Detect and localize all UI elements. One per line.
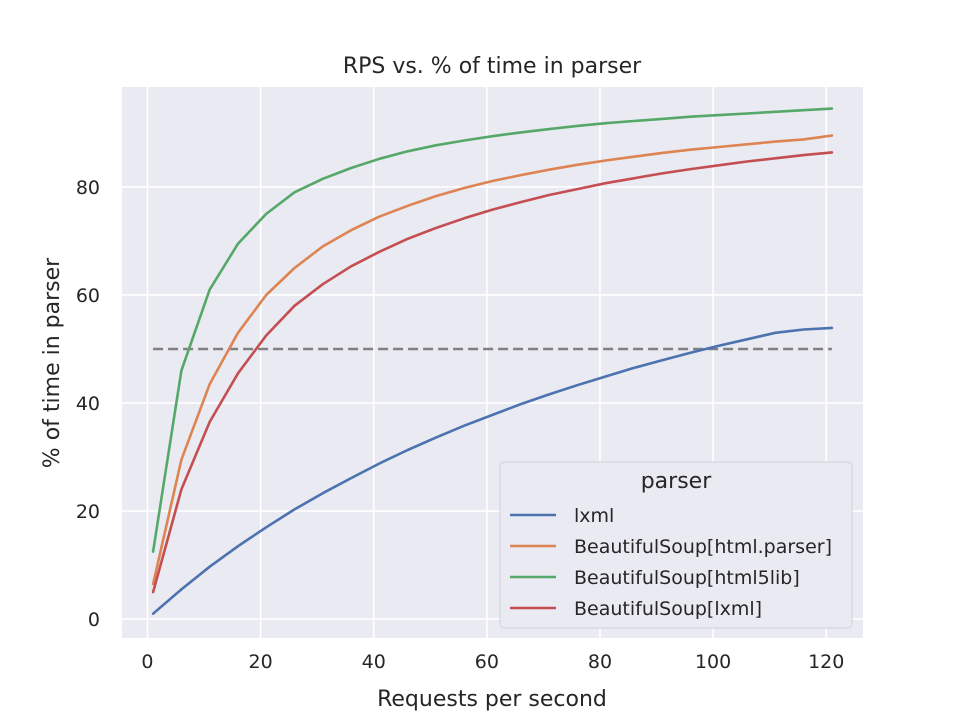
y-tick-label: 0 bbox=[88, 609, 100, 631]
y-tick-label: 60 bbox=[76, 285, 100, 307]
series-lines bbox=[151, 107, 834, 616]
chart-title: RPS vs. % of time in parser bbox=[343, 54, 642, 79]
y-axis-ticks: 0 20 40 60 80 bbox=[76, 177, 100, 631]
x-axis-label: Requests per second bbox=[377, 687, 607, 712]
x-tick-label: 60 bbox=[475, 651, 499, 673]
y-tick-label: 80 bbox=[76, 177, 100, 199]
grid-lines bbox=[122, 87, 863, 638]
x-tick-label: 20 bbox=[248, 651, 272, 673]
x-tick-label: 0 bbox=[141, 651, 153, 673]
series-line bbox=[151, 151, 834, 594]
y-tick-label: 40 bbox=[76, 393, 100, 415]
legend-title: parser bbox=[641, 469, 712, 494]
series-line bbox=[151, 107, 834, 553]
legend: parser lxml BeautifulSoup[html.parser] Bea… bbox=[499, 461, 853, 629]
y-tick-label: 20 bbox=[76, 501, 100, 523]
legend-entries: lxml BeautifulSoup[html.parser] BeautifulS… bbox=[510, 505, 832, 620]
legend-box bbox=[499, 461, 853, 629]
legend-label: BeautifulSoup[html.parser] bbox=[574, 536, 832, 558]
series-line bbox=[151, 326, 834, 616]
x-tick-label: 100 bbox=[695, 651, 731, 673]
series-line bbox=[151, 134, 834, 586]
x-tick-label: 40 bbox=[362, 651, 386, 673]
legend-label: lxml bbox=[574, 505, 614, 527]
legend-label: BeautifulSoup[html5lib] bbox=[574, 567, 800, 589]
x-axis-ticks: 0 20 40 60 80 100 120 bbox=[141, 651, 844, 673]
y-axis-label: % of time in parser bbox=[40, 257, 65, 468]
legend-label: BeautifulSoup[lxml] bbox=[574, 598, 762, 620]
x-tick-label: 80 bbox=[588, 651, 612, 673]
x-tick-label: 120 bbox=[808, 651, 844, 673]
